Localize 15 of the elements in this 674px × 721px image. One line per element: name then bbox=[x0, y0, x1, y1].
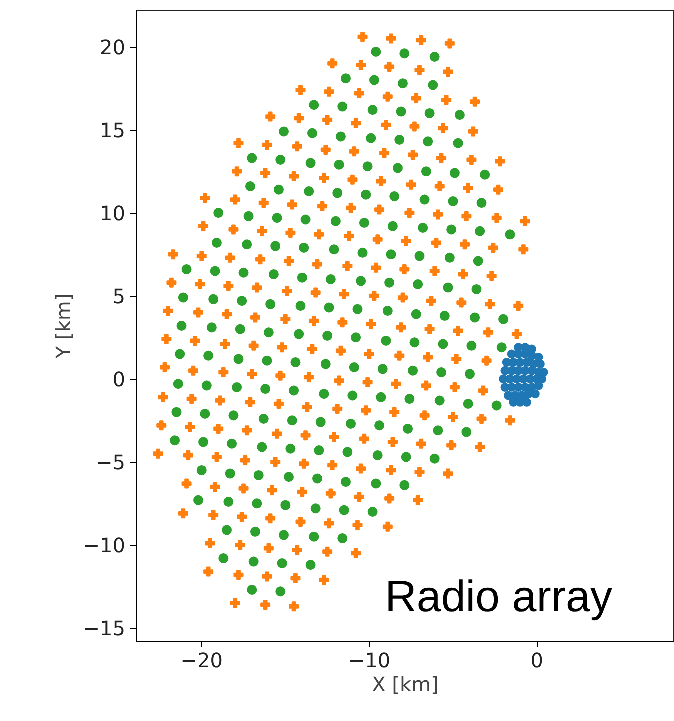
y-tick-label: −15 bbox=[83, 616, 126, 641]
x-axis-title: X [km] bbox=[372, 672, 439, 696]
y-tick-label: 0 bbox=[112, 368, 126, 392]
y-tick-label: 20 bbox=[100, 36, 126, 60]
y-axis-title: Y [km] bbox=[51, 293, 76, 360]
x-tick-label: −10 bbox=[348, 648, 391, 672]
annotation: Radio array bbox=[385, 572, 613, 622]
y-tick-label: −10 bbox=[83, 534, 126, 558]
point bbox=[522, 398, 532, 407]
y-tick-label: 15 bbox=[100, 118, 126, 143]
y-tick-label: 5 bbox=[112, 284, 126, 309]
x-tick-label: −20 bbox=[180, 648, 223, 672]
y-tick-label: 10 bbox=[100, 202, 126, 226]
y-tick-label: −5 bbox=[96, 450, 126, 475]
x-tick-label: 0 bbox=[530, 648, 544, 672]
